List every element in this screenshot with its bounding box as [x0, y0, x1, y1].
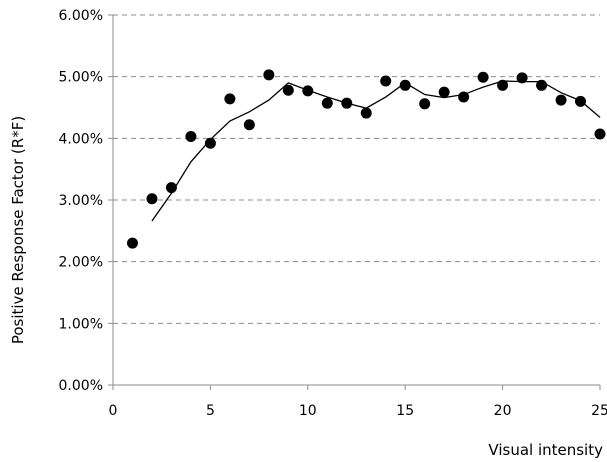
data-point	[282, 84, 294, 96]
data-point	[224, 93, 236, 105]
y-tick-label: 4.00%	[59, 131, 103, 147]
x-tick-label: 0	[109, 403, 118, 419]
x-axis-title: Visual intensity	[488, 441, 603, 459]
data-point	[243, 119, 255, 131]
x-tick-label: 10	[299, 403, 317, 419]
data-point	[419, 98, 431, 110]
data-point	[458, 91, 470, 103]
data-point	[302, 85, 314, 97]
data-point	[146, 193, 158, 205]
y-tick-label: 5.00%	[59, 70, 103, 86]
data-point	[516, 72, 528, 84]
data-point	[360, 107, 372, 119]
data-point	[165, 182, 177, 194]
y-tick-label: 1.00%	[59, 316, 103, 332]
data-point	[341, 97, 353, 109]
tick-labels: 0.00% 1.00% 2.00% 3.00% 4.00% 5.00% 6.00% 0 5 10 1…	[59, 8, 607, 419]
data-point	[126, 237, 138, 249]
y-tick-label: 2.00%	[59, 255, 103, 271]
data-point	[575, 95, 587, 107]
points-layer	[126, 69, 606, 249]
data-point	[380, 75, 392, 87]
data-point	[204, 137, 216, 149]
x-tick-label: 15	[396, 403, 414, 419]
y-axis-title: Positive Response Factor (R*F)	[9, 116, 27, 344]
data-point	[536, 79, 548, 91]
y-tick-label: 0.00%	[59, 378, 103, 394]
data-point	[399, 79, 411, 91]
y-tick-label: 3.00%	[59, 193, 103, 209]
x-tick-label: 5	[206, 403, 215, 419]
data-point	[438, 86, 450, 98]
y-tick-label: 6.00%	[59, 8, 103, 24]
data-point	[497, 79, 509, 91]
axes	[108, 14, 601, 390]
x-tick-label: 25	[591, 403, 607, 419]
data-point	[321, 97, 333, 109]
data-point	[555, 94, 567, 106]
data-point	[263, 69, 275, 81]
data-point	[185, 130, 197, 142]
data-point	[477, 71, 489, 83]
x-tick-label: 20	[494, 403, 512, 419]
data-point	[594, 128, 606, 140]
